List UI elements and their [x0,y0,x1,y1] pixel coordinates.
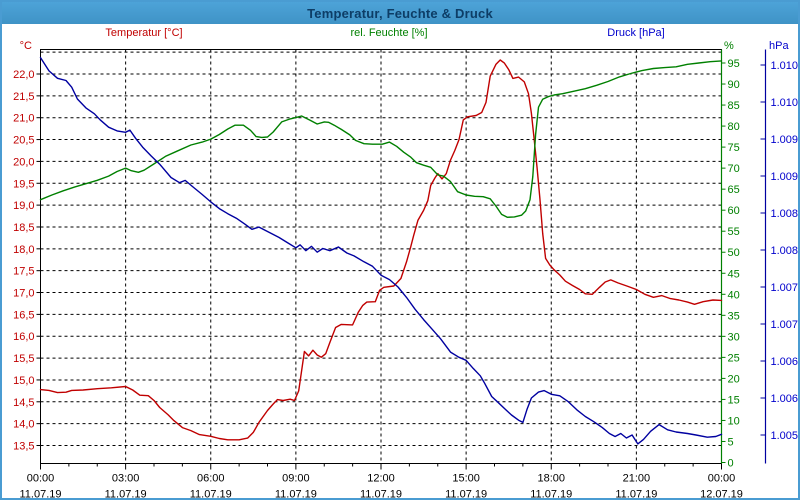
temperature-curve [39,59,723,441]
temp-axis-tick-label: 13,5 [13,441,34,453]
x-axis-time-label: 09:00 [282,473,310,485]
humidity-axis-tick-label: 45 [728,268,740,280]
x-axis-time-label: 00:00 [27,473,55,485]
pressure-axis-tick-label: 1.009 [771,134,799,146]
temp-axis-tick-label: 16,5 [13,309,34,321]
x-axis-time-label: 03:00 [112,473,140,485]
pressure-axis-unit-label: hPa [769,40,789,52]
humidity-axis-tick-label: 20 [728,373,740,385]
pressure-axis-tick-label: 1.005 [771,430,799,442]
temp-axis-tick-label: 14,5 [13,397,34,409]
x-axis-time-label: 06:00 [197,473,225,485]
pressure-axis-tick-label: 1.008 [771,208,799,220]
temp-axis-tick-label: 21,5 [13,91,34,103]
humidity-axis-unit-label: % [724,40,734,52]
humidity-axis-tick-label: 90 [728,79,740,91]
humidity-axis-tick-label: 50 [728,247,740,259]
pressure-series-label: Druck [hPa] [607,27,665,39]
temp-axis-tick-label: 18,0 [13,244,34,256]
temp-axis-tick-label: 19,0 [13,200,34,212]
window-titlebar[interactable]: Temperatur, Feuchte & Druck [2,2,798,24]
humidity-axis-tick-label: 95 [728,58,740,70]
left-axis-unit-label: °C [19,40,32,52]
temp-axis-tick-label: 16,0 [13,331,34,343]
x-axis-time-label: 12:00 [367,473,395,485]
humidity-axis-tick-label: 15 [728,394,740,406]
pressure-axis-tick-label: 1.007 [771,319,799,331]
x-axis-date-label: 11.07.19 [19,489,61,499]
x-axis-time-label: 00:00 [708,473,736,485]
temp-axis-tick-label: 15,0 [13,375,34,387]
temperature-series-label: Temperatur [°C] [105,27,183,39]
humidity-axis-tick-label: 65 [728,184,740,196]
temp-axis-tick-label: 20,5 [13,135,34,147]
temp-axis-tick-label: 14,0 [13,419,34,431]
humidity-axis-tick-label: 55 [728,226,740,238]
humidity-axis-tick-label: 40 [728,289,740,301]
pressure-axis-tick-label: 1.007 [771,282,799,294]
humidity-axis-tick-label: 10 [728,415,740,427]
x-axis-time-label: 15:00 [452,473,480,485]
humidity-axis-tick-label: 75 [728,142,740,154]
temp-axis-tick-label: 19,5 [13,178,34,190]
temp-axis-tick-label: 22,0 [13,69,34,81]
temp-axis-tick-label: 21,0 [13,113,34,125]
humidity-axis-tick-label: 30 [728,331,740,343]
x-axis-date-label: 11.07.19 [275,489,317,499]
x-axis-date-label: 11.07.19 [190,489,232,499]
window-title: Temperatur, Feuchte & Druck [307,5,493,21]
humidity-axis-tick-label: 5 [728,436,734,448]
x-axis-time-label: 18:00 [537,473,565,485]
pressure-curve [39,56,723,445]
temp-axis-tick-label: 17,5 [13,266,34,278]
humidity-series-label: rel. Feuchte [%] [350,27,428,39]
pressure-axis-tick-label: 1.010 [771,60,799,72]
pressure-axis-tick-label: 1.006 [771,393,799,405]
temp-axis-tick-label: 17,0 [13,288,34,300]
chart-plot: 22,0 21,5 21,0 20,5 20,0 19,5 19,0 18,5 18,0 17,5… [13,49,799,499]
humidity-axis-tick-label: 60 [728,205,740,217]
humidity-axis-tick-label: 80 [728,121,740,133]
x-axis-date-label: 11.07.19 [445,489,487,499]
pressure-axis-tick-label: 1.008 [771,245,799,257]
humidity-axis-tick-label: 70 [728,163,740,175]
temp-axis-tick-label: 20,0 [13,156,34,168]
pressure-axis-tick-label: 1.010 [771,97,799,109]
x-axis-date-label: 12.07.19 [700,489,743,499]
temp-axis-tick-label: 18,5 [13,222,34,234]
humidity-curve [39,60,723,219]
humidity-axis-tick-label: 85 [728,100,740,112]
temp-axis-tick-label: 15,5 [13,353,34,365]
humidity-axis-tick-label: 25 [728,352,740,364]
x-axis-time-label: 21:00 [623,473,651,485]
x-axis-date-label: 11.07.19 [360,489,402,499]
x-axis-date-label: 11.07.19 [530,489,572,499]
pressure-axis-tick-label: 1.009 [771,171,799,183]
x-axis-date-label: 11.07.19 [105,489,147,499]
humidity-axis-tick-label: 35 [728,310,740,322]
pressure-axis-tick-label: 1.006 [771,356,799,368]
x-axis-date-label: 11.07.19 [615,489,657,499]
humidity-axis-tick-label: 0 [728,458,734,470]
